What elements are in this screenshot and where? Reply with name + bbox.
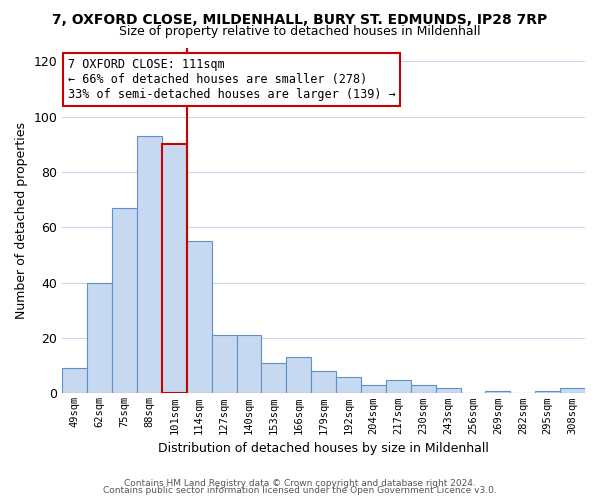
X-axis label: Distribution of detached houses by size in Mildenhall: Distribution of detached houses by size … bbox=[158, 442, 489, 455]
Bar bbox=[311, 372, 336, 394]
Bar bbox=[137, 136, 162, 394]
Bar bbox=[535, 390, 560, 394]
Bar bbox=[112, 208, 137, 394]
Bar bbox=[485, 390, 511, 394]
Bar bbox=[386, 380, 411, 394]
Bar bbox=[87, 282, 112, 394]
Bar bbox=[286, 358, 311, 394]
Text: Contains HM Land Registry data © Crown copyright and database right 2024.: Contains HM Land Registry data © Crown c… bbox=[124, 478, 476, 488]
Y-axis label: Number of detached properties: Number of detached properties bbox=[15, 122, 28, 319]
Bar bbox=[411, 385, 436, 394]
Bar bbox=[560, 388, 585, 394]
Bar bbox=[436, 388, 461, 394]
Bar bbox=[336, 377, 361, 394]
Text: Contains public sector information licensed under the Open Government Licence v3: Contains public sector information licen… bbox=[103, 486, 497, 495]
Text: 7, OXFORD CLOSE, MILDENHALL, BURY ST. EDMUNDS, IP28 7RP: 7, OXFORD CLOSE, MILDENHALL, BURY ST. ED… bbox=[52, 12, 548, 26]
Bar bbox=[62, 368, 87, 394]
Bar bbox=[187, 241, 212, 394]
Bar bbox=[236, 336, 262, 394]
Bar bbox=[361, 385, 386, 394]
Bar bbox=[162, 144, 187, 394]
Text: 7 OXFORD CLOSE: 111sqm
← 66% of detached houses are smaller (278)
33% of semi-de: 7 OXFORD CLOSE: 111sqm ← 66% of detached… bbox=[68, 58, 395, 101]
Bar bbox=[212, 336, 236, 394]
Bar bbox=[262, 363, 286, 394]
Text: Size of property relative to detached houses in Mildenhall: Size of property relative to detached ho… bbox=[119, 25, 481, 38]
